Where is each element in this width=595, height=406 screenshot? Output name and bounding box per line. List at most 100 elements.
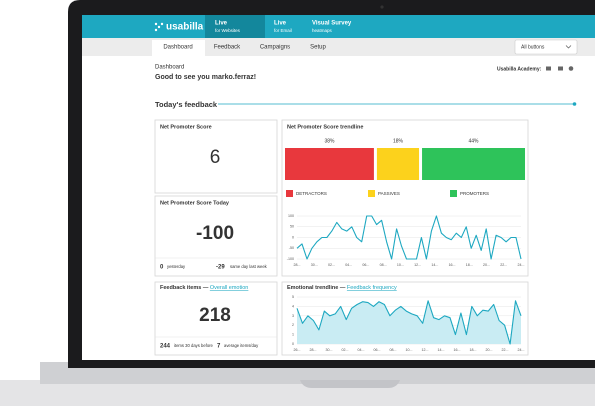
stat-label: items 30 days before <box>174 343 214 348</box>
dropdown[interactable] <box>514 39 578 55</box>
y-tick-label: 2 <box>292 323 294 327</box>
nav-tab-title[interactable]: Visual Survey <box>312 21 352 27</box>
y-tick-label: 0 <box>292 235 294 239</box>
card-value: -100 <box>196 223 234 244</box>
x-tick-label: 12... <box>414 263 421 267</box>
stat-value: -29 <box>216 265 225 271</box>
dropdown-label[interactable]: All buttons <box>521 44 545 50</box>
title-separator: — <box>203 285 209 291</box>
x-tick-label: 16... <box>449 263 456 267</box>
stat-label: same day last week <box>230 264 268 269</box>
breadcrumb: Dashboard <box>155 65 184 71</box>
line <box>296 300 522 345</box>
x-tick-label: 10... <box>397 263 404 267</box>
x-tick-label: 06... <box>362 263 369 267</box>
x-tick-label: 18... <box>470 348 477 352</box>
legend-icon <box>450 190 457 197</box>
x-tick-label: 14... <box>431 263 438 267</box>
card-link[interactable]: Overall emotion <box>210 285 249 291</box>
y-tick-label: -100 <box>287 257 294 261</box>
card-value: 6 <box>210 147 221 168</box>
x-tick-label: 28... <box>310 348 317 352</box>
segment-bar <box>422 148 525 180</box>
x-tick-label: 30... <box>311 263 318 267</box>
card <box>154 195 278 277</box>
legend-label: PASSIVES <box>378 191 400 196</box>
x-tick-label: 02... <box>328 263 335 267</box>
nav-tab-title[interactable]: Live <box>215 21 228 27</box>
nav-tab-subtitle[interactable]: for Websites <box>215 28 241 33</box>
x-tick-label: 06... <box>374 348 381 352</box>
legend-icon <box>286 190 293 197</box>
area <box>297 300 521 344</box>
academy-label[interactable]: Usabilla Academy: <box>497 66 542 72</box>
card-title: Net Promoter Score Today <box>160 200 230 206</box>
section-rule-end <box>572 102 577 106</box>
sub-tab[interactable]: Feedback <box>214 45 241 51</box>
segment-label: 18% <box>393 138 404 144</box>
laptop-notch <box>300 380 400 388</box>
title-separator: — <box>340 285 346 291</box>
x-tick-label: 20... <box>486 348 493 352</box>
sub-tab[interactable]: Campaigns <box>260 45 290 51</box>
sub-tab[interactable]: Setup <box>310 45 326 51</box>
x-tick-label: 22... <box>502 348 509 352</box>
y-tick-label: -50 <box>289 246 294 250</box>
segment-label: 38% <box>324 138 335 144</box>
sub-tab[interactable]: Dashboard <box>163 45 192 51</box>
nav-tab-subtitle[interactable]: heatmaps <box>312 28 333 33</box>
x-tick-label: 14... <box>438 348 445 352</box>
x-tick-label: 08... <box>390 348 397 352</box>
legend-icon <box>368 190 375 197</box>
stat-label: average items/day <box>224 343 259 348</box>
sub-nav <box>82 38 595 56</box>
card <box>154 119 278 194</box>
x-tick-label: 04... <box>345 263 352 267</box>
x-tick-label: 02... <box>342 348 349 352</box>
active-sub-tab[interactable] <box>152 40 205 56</box>
laptop-base <box>0 380 595 406</box>
logo-icon <box>154 22 164 32</box>
x-tick-label: 08... <box>380 263 387 267</box>
camera <box>380 5 384 9</box>
x-tick-label: 22... <box>500 263 507 267</box>
y-tick-label: 100 <box>288 214 294 218</box>
card-title: Feedback items — Overall emotion <box>160 285 248 291</box>
x-tick-label: 26... <box>294 348 301 352</box>
y-tick-label: 50 <box>290 225 294 229</box>
academy-icons[interactable] <box>546 66 574 71</box>
legend-label: PROMOTERS <box>460 191 489 196</box>
card <box>281 119 529 277</box>
y-tick-label: 4 <box>292 304 294 308</box>
x-tick-label: 28... <box>294 263 301 267</box>
active-nav-tab[interactable] <box>205 15 265 38</box>
section-title: Today's feedback <box>155 100 218 109</box>
stat-value: 244 <box>160 344 171 350</box>
line <box>296 215 522 260</box>
x-tick-label: 24... <box>518 263 525 267</box>
legend-label: DETRACTORS <box>296 191 327 196</box>
card-value: 218 <box>199 305 231 326</box>
x-tick-label: 04... <box>358 348 365 352</box>
card-title-text: Feedback items <box>160 285 201 291</box>
stat-value: 7 <box>217 344 221 350</box>
x-tick-label: 20... <box>483 263 490 267</box>
x-tick-label: 16... <box>454 348 461 352</box>
y-tick-label: 3 <box>292 314 294 318</box>
segment-bar <box>376 148 420 180</box>
card-title-text: Emotional trendline <box>287 285 338 291</box>
x-tick-label: 10... <box>406 348 413 352</box>
x-tick-label: 18... <box>466 263 473 267</box>
x-tick-label: 30... <box>326 348 333 352</box>
y-tick-label: 0 <box>292 342 294 346</box>
card-title: Emotional trendline — Feedback frequency <box>287 285 397 291</box>
stat-label: yesterday <box>167 264 186 269</box>
stat-value: 0 <box>160 265 164 271</box>
nav-tab-title[interactable]: Live <box>274 21 287 27</box>
card-title: Net Promoter Score trendline <box>287 124 363 130</box>
nav-tab-subtitle[interactable]: for Email <box>274 28 292 33</box>
logo[interactable]: usabilla <box>166 22 204 33</box>
card-link[interactable]: Feedback frequency <box>347 285 397 291</box>
y-tick-label: 1 <box>292 333 294 337</box>
card <box>154 281 278 356</box>
